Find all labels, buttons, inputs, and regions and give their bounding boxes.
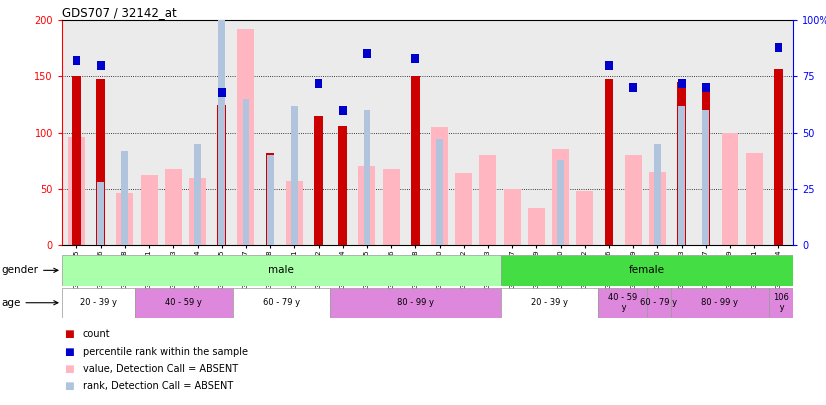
Text: 20 - 39 y: 20 - 39 y — [531, 298, 567, 307]
Bar — [528, 208, 545, 245]
Bar — [358, 166, 375, 245]
Text: value, Detection Call = ABSENT: value, Detection Call = ABSENT — [83, 364, 238, 374]
Text: count: count — [83, 329, 110, 339]
Bar — [315, 79, 322, 88]
Bar — [678, 106, 685, 245]
Bar — [62, 288, 135, 318]
Bar — [774, 68, 783, 245]
Text: ■: ■ — [64, 329, 74, 339]
Bar — [647, 288, 671, 318]
Text: GDS707 / 32142_at: GDS707 / 32142_at — [62, 6, 177, 19]
Bar — [598, 288, 647, 318]
Text: 80 - 99 y: 80 - 99 y — [396, 298, 434, 307]
Bar — [363, 110, 370, 245]
Bar — [654, 144, 661, 245]
Text: 20 - 39 y: 20 - 39 y — [80, 298, 117, 307]
Bar — [577, 191, 593, 245]
Bar — [267, 155, 273, 245]
Text: 40 - 59
 y: 40 - 59 y — [608, 293, 637, 312]
Bar — [558, 160, 564, 245]
Bar — [135, 288, 233, 318]
Bar — [291, 106, 297, 245]
Bar — [649, 172, 666, 245]
Bar — [624, 155, 642, 245]
Bar — [68, 137, 85, 245]
Text: rank, Detection Call = ABSENT: rank, Detection Call = ABSENT — [83, 382, 233, 391]
Bar — [455, 173, 472, 245]
Text: percentile rank within the sample: percentile rank within the sample — [83, 347, 248, 356]
Bar — [237, 29, 254, 245]
Text: ■: ■ — [64, 364, 74, 374]
Bar — [671, 288, 768, 318]
Bar — [97, 61, 105, 70]
Bar — [266, 153, 274, 245]
Bar — [363, 49, 371, 58]
Bar — [165, 168, 182, 245]
Bar — [73, 56, 80, 65]
Text: female: female — [629, 265, 665, 275]
Bar — [97, 79, 105, 245]
Bar — [286, 181, 303, 245]
Bar — [116, 193, 133, 245]
Bar — [605, 79, 613, 245]
Bar — [768, 288, 793, 318]
Text: 60 - 79 y: 60 - 79 y — [263, 298, 300, 307]
Bar — [243, 99, 249, 245]
Text: 106
 y: 106 y — [773, 293, 789, 312]
Text: ■: ■ — [64, 382, 74, 391]
Text: 60 - 79 y: 60 - 79 y — [640, 298, 677, 307]
Bar — [194, 144, 201, 245]
Text: male: male — [268, 265, 294, 275]
Bar — [411, 77, 420, 245]
Bar — [436, 139, 443, 245]
Bar — [605, 61, 613, 70]
Bar — [121, 151, 128, 245]
Bar — [339, 126, 347, 245]
Text: age: age — [1, 298, 58, 308]
Bar — [775, 43, 782, 52]
Bar — [218, 88, 225, 97]
Bar — [233, 288, 330, 318]
Bar — [501, 288, 598, 318]
Bar — [431, 127, 448, 245]
Bar — [330, 288, 501, 318]
Bar — [702, 83, 710, 92]
Text: 80 - 99 y: 80 - 99 y — [701, 298, 738, 307]
Bar — [315, 116, 323, 245]
Bar — [702, 110, 710, 245]
Text: ■: ■ — [64, 347, 74, 356]
Bar — [97, 182, 104, 245]
Bar — [218, 20, 225, 245]
Bar — [411, 54, 420, 63]
Bar — [504, 189, 520, 245]
Bar — [217, 104, 226, 245]
Bar — [701, 85, 710, 245]
Bar — [501, 255, 793, 286]
Bar — [382, 168, 400, 245]
Bar — [62, 255, 501, 286]
Text: gender: gender — [1, 265, 58, 275]
Bar — [677, 79, 686, 88]
Text: 40 - 59 y: 40 - 59 y — [165, 298, 202, 307]
Bar — [480, 155, 496, 245]
Bar — [746, 153, 762, 245]
Bar — [629, 83, 637, 92]
Bar — [189, 177, 206, 245]
Bar — [72, 77, 81, 245]
Bar — [677, 82, 686, 245]
Bar — [140, 175, 158, 245]
Bar — [722, 133, 738, 245]
Bar — [339, 106, 347, 115]
Bar — [552, 149, 569, 245]
